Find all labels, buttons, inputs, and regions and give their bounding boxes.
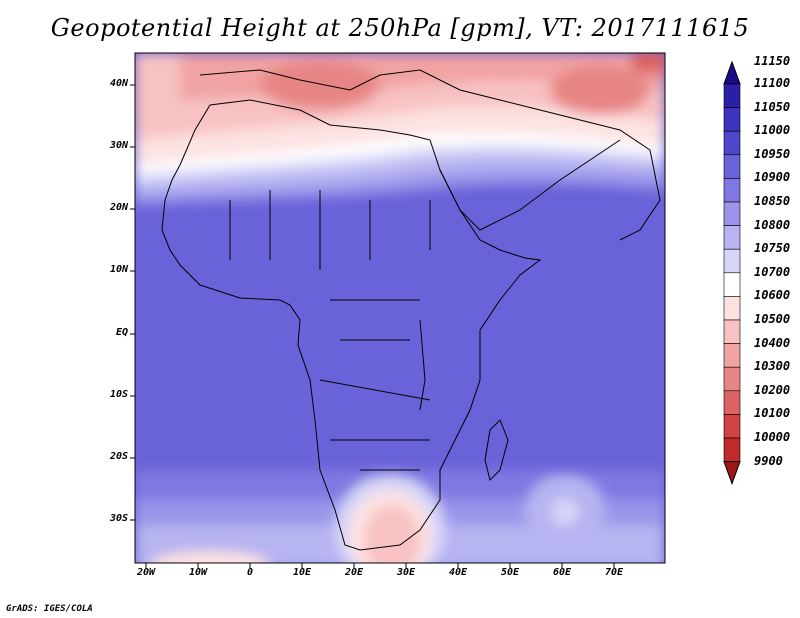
lon-label: 50E (500, 567, 520, 578)
colorbar-label: 10000 (754, 430, 791, 444)
lon-label: 20W (136, 567, 156, 578)
colorbar-swatch (723, 272, 741, 297)
lon-label: 10W (188, 567, 208, 578)
colorbar-label: 10300 (754, 359, 791, 374)
colorbar-label: 10600 (754, 288, 791, 303)
colorbar-label: 10200 (754, 382, 791, 397)
colorbar-swatch (723, 319, 741, 344)
colorbar-swatch (723, 343, 741, 368)
colorbar-label: 10750 (754, 241, 791, 256)
coastlines (161, 69, 661, 551)
colorbar-label: 9900 (754, 453, 783, 468)
colorbar-label: 10100 (754, 406, 791, 421)
colorbar-label: 11100 (754, 76, 791, 90)
lat-label: 20N (109, 202, 128, 213)
colorbar-label: 10400 (754, 335, 791, 350)
lat-label: 20S (109, 451, 128, 462)
lon-label: 40E (448, 567, 468, 578)
colorbar-swatch (723, 414, 741, 439)
colorbar-swatch (723, 225, 741, 250)
colorbar-label: 11000 (754, 123, 791, 138)
colorbar-label: 10850 (754, 194, 791, 208)
colorbar-swatch (723, 390, 741, 415)
colorbar-swatch (723, 296, 741, 321)
colorbar-swatch (723, 248, 741, 274)
colorbar-label: 10800 (754, 217, 791, 232)
lat-label: 10N (109, 264, 128, 275)
lon-label: 10E (292, 567, 312, 578)
lat-label: 30S (109, 513, 128, 524)
lon-label: 70E (604, 567, 624, 578)
lat-label: EQ (115, 327, 128, 338)
colorbar-swatch (723, 178, 741, 203)
colorbar (723, 60, 741, 486)
colorbar-swatch (723, 107, 741, 132)
colorbar-swatch (723, 201, 741, 226)
colorbar-label: 10900 (754, 170, 791, 185)
credit-text: GrADS: IGES/COLA (6, 604, 93, 614)
map-title: Geopotential Height at 250hPa [gpm], VT:… (50, 14, 750, 42)
map-frame (134, 52, 666, 564)
colorbar-bottom-arrow (723, 461, 741, 486)
lat-label: 40N (109, 78, 128, 89)
colorbar-label: 11050 (754, 99, 791, 114)
lat-label: 10S (109, 389, 128, 400)
colorbar-swatch (723, 154, 741, 179)
colorbar-swatch (723, 130, 741, 156)
height-field (135, 53, 665, 563)
colorbar-label: 10700 (754, 264, 791, 279)
colorbar-swatch (723, 83, 741, 108)
colorbar-label: 10950 (754, 146, 791, 161)
lon-label: 20E (344, 567, 364, 578)
lon-label: 60E (552, 567, 572, 578)
lon-label: 30E (396, 567, 416, 578)
colorbar-top-arrow (723, 60, 741, 85)
lat-label: 30N (109, 140, 128, 151)
lon-label: 0 (246, 567, 254, 578)
colorbar-swatch (723, 437, 741, 462)
colorbar-label: 11150 (754, 54, 791, 69)
colorbar-swatch (723, 366, 741, 392)
colorbar-label: 10500 (754, 312, 791, 326)
